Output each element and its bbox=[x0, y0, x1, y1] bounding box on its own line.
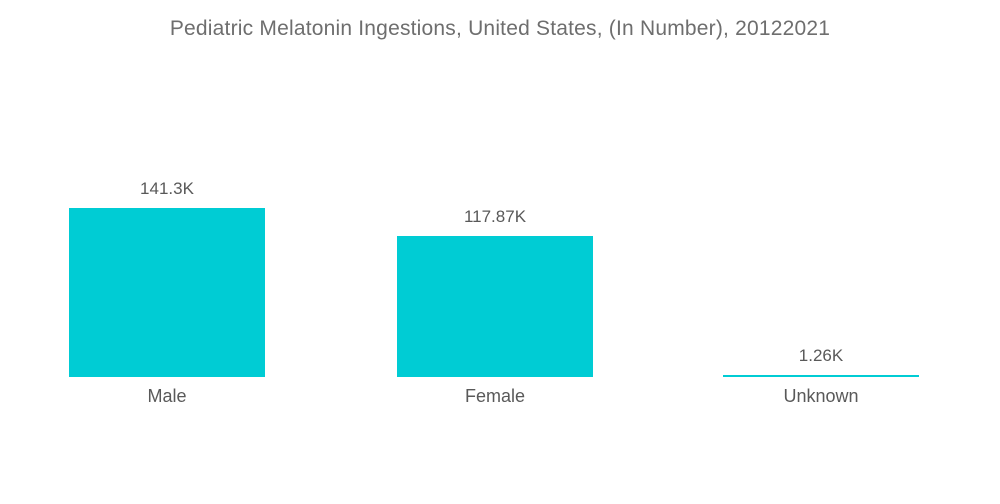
chart-title: Pediatric Melatonin Ingestions, United S… bbox=[169, 17, 831, 40]
category-label-female: Female bbox=[464, 386, 526, 406]
bar-value-label-unknown: 1.26K bbox=[798, 346, 844, 365]
bar-female bbox=[397, 236, 593, 377]
bar-value-label-female: 117.87K bbox=[463, 207, 527, 226]
bar-group-unknown: 1.26K Unknown bbox=[723, 346, 919, 406]
bar-unknown bbox=[723, 375, 919, 377]
bar-group-female: 117.87K Female bbox=[397, 207, 593, 406]
bar-value-label-male: 141.3K bbox=[140, 179, 194, 198]
category-label-male: Male bbox=[147, 386, 187, 406]
category-label-unknown: Unknown bbox=[783, 386, 859, 406]
bar-group-male: 141.3K Male bbox=[69, 179, 265, 406]
bar-male bbox=[69, 208, 265, 377]
